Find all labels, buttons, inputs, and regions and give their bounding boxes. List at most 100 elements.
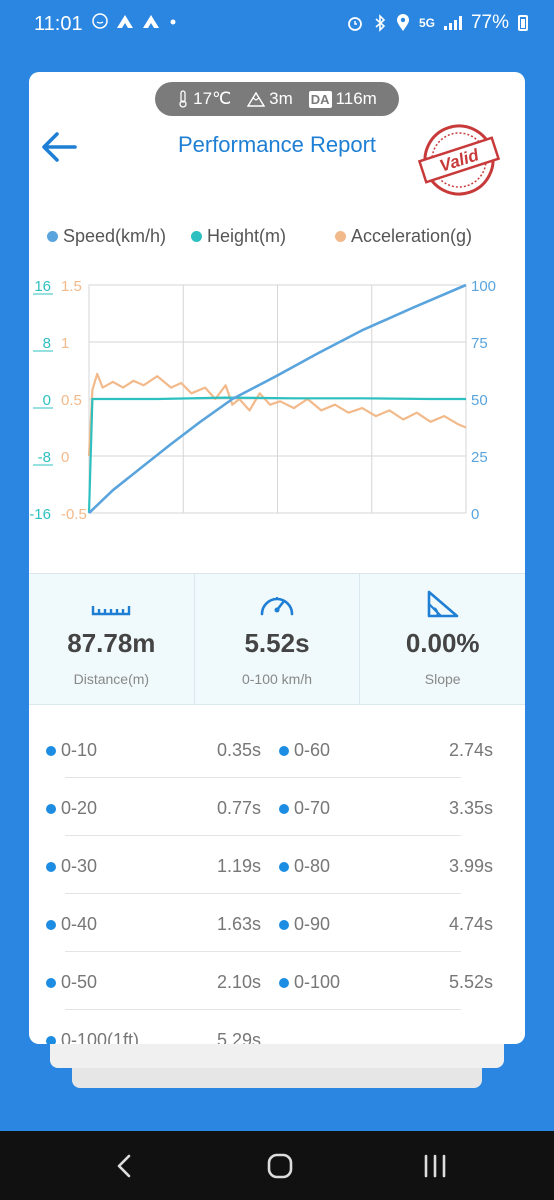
distance-label: Distance(m) (73, 671, 150, 687)
split-time-label-right: 0-100 (279, 972, 340, 993)
location-icon (396, 14, 409, 31)
density-altitude-value: 116m (335, 89, 377, 108)
battery-level: 77% (470, 12, 509, 33)
bullet-dot-icon (279, 745, 289, 756)
split-time-label-left: 0-10 (46, 740, 97, 761)
split-time-value-right: 4.74s (448, 914, 493, 934)
row-divider (65, 835, 461, 836)
status-time: 11:01 (34, 13, 83, 35)
legend-speed-dot (47, 231, 58, 242)
bullet-dot-icon (279, 977, 289, 988)
split-time-value-left: 0.77s (216, 798, 261, 818)
acceleration-axis-tick: 1 (61, 335, 69, 352)
stat-distance: 87.78m Distance(m) (29, 574, 195, 704)
legend-speed: Speed(km/h) (47, 226, 166, 247)
acceleration-axis-tick: 0 (61, 449, 69, 466)
bullet-dot-icon (46, 861, 56, 872)
distance-value: 87.78m (67, 628, 156, 658)
row-divider (65, 893, 461, 894)
acceleration-axis-tick: -0.5 (61, 506, 87, 520)
stats-panel: 87.78m Distance(m) 5.52s 0-100 km/h 0.00… (29, 573, 525, 705)
split-time-label-right: 0-70 (279, 798, 330, 819)
split-time-value-right: 3.35s (448, 798, 493, 818)
alarm-icon (348, 17, 362, 31)
speedometer-icon (260, 597, 294, 616)
status-bar: 11:01 5G 77% (0, 0, 554, 48)
height-axis-tick: -16 (29, 506, 51, 520)
bullet-dot-icon (46, 919, 56, 930)
acceleration-series-line (87, 372, 467, 457)
split-time-value-right: 3.99s (448, 856, 493, 876)
nav-back-icon[interactable] (104, 1151, 144, 1181)
stacked-card-middle (50, 1040, 504, 1068)
height-series-line (87, 396, 466, 514)
slope-label: Slope (424, 671, 461, 687)
split-time-label-right: 0-80 (279, 856, 330, 877)
split-time-value-left: 0.35s (216, 740, 261, 760)
chart-legend: Speed(km/h) Height(m) Acceleration(g) (43, 226, 523, 250)
row-divider (65, 777, 461, 778)
face-circle-icon (92, 13, 108, 29)
split-time-label-left: 0-20 (46, 798, 97, 819)
split-time-label-right: 0-90 (279, 914, 330, 935)
split-time-row: 0-100(1ft) 5.29s (29, 1010, 525, 1044)
split-time-label-left: 0-30 (46, 856, 97, 877)
performance-report-card: 17℃ 3m DA 116m Performance Report Valid … (29, 72, 525, 1044)
signal-icon (443, 16, 462, 30)
bullet-dot-icon (279, 861, 289, 872)
valid-stamp-icon: Valid (417, 124, 501, 196)
legend-height: Height(m) (191, 226, 286, 247)
split-time-row: 0-20 0.77s 0-70 3.35s (29, 778, 525, 836)
split-time-label-left: 0-100(1ft) (46, 1030, 139, 1044)
legend-speed-label: Speed(km/h) (63, 226, 167, 246)
acceleration-time-value: 5.52s (244, 628, 310, 658)
performance-chart: 16 1.5 100 8 1 75 0 0.5 50 -8 0 25 -16 -0.5 0 (29, 278, 496, 520)
density-altitude-label: DA (308, 90, 332, 108)
ruler-icon (92, 606, 131, 616)
bluetooth-icon (375, 14, 386, 32)
split-time-row: 0-40 1.63s 0-90 4.74s (29, 894, 525, 952)
legend-acceleration: Acceleration(g) (335, 226, 472, 247)
mountain-notify-icon (117, 15, 133, 28)
bullet-dot-icon (279, 919, 289, 930)
dot-icon (170, 19, 176, 25)
legend-height-dot (191, 231, 202, 242)
split-time-label-left: 0-40 (46, 914, 97, 935)
battery-icon (518, 15, 528, 31)
nav-recents-icon[interactable] (415, 1151, 455, 1181)
thermometer-icon (179, 90, 187, 108)
split-time-label-left: 0-50 (46, 972, 97, 993)
speed-axis-tick: 0 (471, 506, 479, 520)
nav-home-icon[interactable] (260, 1151, 300, 1181)
page-title: Performance Report (177, 132, 377, 157)
split-time-value-left: 2.10s (216, 972, 261, 992)
split-time-row: 0-50 2.10s 0-100 5.52s (29, 952, 525, 1010)
height-axis-tick: 0 (43, 392, 51, 409)
speed-axis-tick: 75 (471, 335, 488, 352)
system-nav-bar (0, 1131, 554, 1200)
slope-value: 0.00% (405, 628, 480, 658)
split-time-value-right: 5.52s (448, 972, 493, 992)
bullet-dot-icon (46, 803, 56, 814)
environment-pill: 17℃ 3m DA 116m (155, 82, 399, 116)
split-time-value-right: 2.74s (448, 740, 493, 760)
temperature-value: 17℃ (193, 89, 232, 108)
stat-acceleration-time: 5.52s 0-100 km/h (195, 574, 361, 704)
legend-acceleration-dot (335, 231, 346, 242)
speed-axis-tick: 25 (471, 449, 488, 466)
altitude-value: 3m (269, 89, 293, 108)
speed-axis-tick: 100 (471, 278, 496, 295)
split-time-label-right: 0-60 (279, 740, 330, 761)
speed-axis-tick: 50 (471, 392, 488, 409)
back-arrow-icon[interactable] (39, 130, 79, 164)
height-axis-tick: 8 (43, 335, 51, 352)
split-time-value-left: 1.63s (216, 914, 261, 934)
acceleration-axis-tick: 1.5 (61, 278, 82, 295)
mountain-notify-icon-2 (143, 15, 159, 28)
network-type: 5G (418, 16, 435, 30)
height-axis-tick: -8 (38, 449, 51, 466)
legend-acceleration-label: Acceleration(g) (351, 226, 473, 246)
bullet-dot-icon (46, 1035, 56, 1044)
stat-slope: 0.00% Slope (360, 574, 525, 704)
split-time-row: 0-10 0.35s 0-60 2.74s (29, 720, 525, 778)
